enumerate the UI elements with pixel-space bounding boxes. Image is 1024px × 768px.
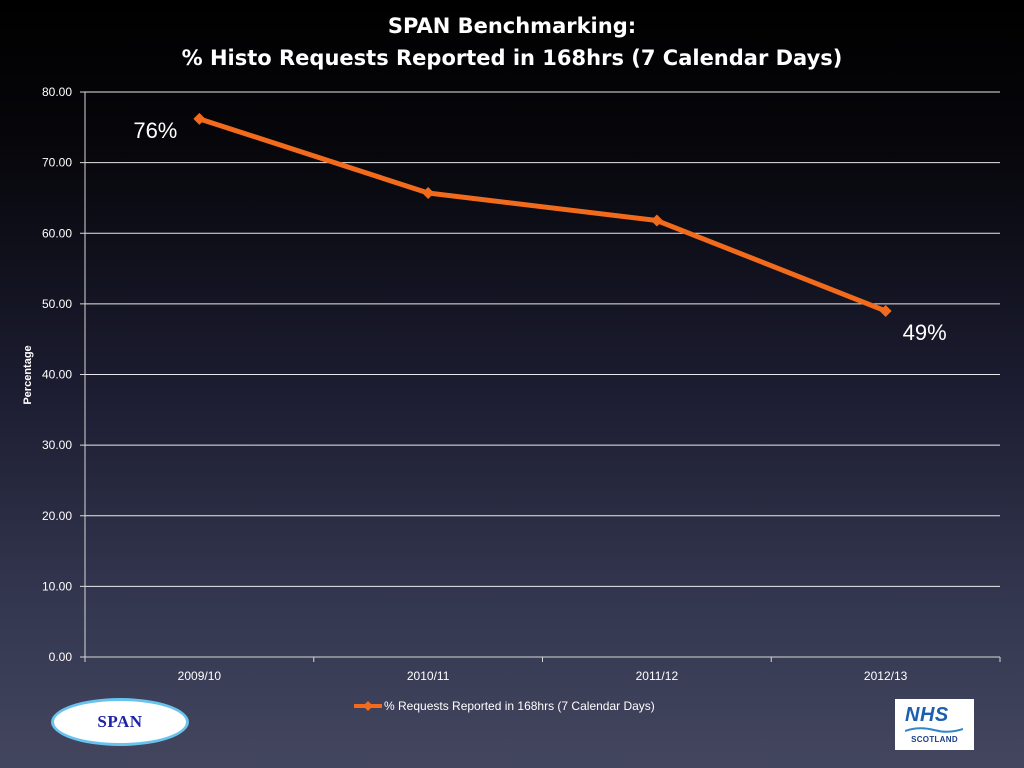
gridlines xyxy=(85,91,1000,587)
legend-marker xyxy=(363,701,373,711)
nhs-logo-subtext: SCOTLAND xyxy=(911,735,958,744)
data-label: 76% xyxy=(133,118,177,143)
chart-title-line-2: % Histo Requests Reported in 168hrs (7 C… xyxy=(181,46,843,70)
nhs-scotland-logo: NHS SCOTLAND xyxy=(895,699,974,750)
y-tick-label: 20.00 xyxy=(42,509,72,523)
span-logo: SPAN xyxy=(51,698,189,746)
y-axis-title: Percentage xyxy=(22,345,34,404)
data-point-marker xyxy=(422,186,435,199)
y-tick-label: 80.00 xyxy=(42,85,72,99)
y-tick-label: 50.00 xyxy=(42,297,72,311)
y-tick-label: 40.00 xyxy=(42,368,72,382)
data-point-marker xyxy=(879,304,892,317)
y-tick-label: 30.00 xyxy=(42,438,72,452)
y-tick-label: 70.00 xyxy=(42,156,72,170)
legend: % Requests Reported in 168hrs (7 Calenda… xyxy=(354,699,655,713)
axes: 0.00 10.00 20.00 30.00 40.00 50.00 60.00 70.00 8… xyxy=(22,85,1001,683)
x-tick-label: 2011/12 xyxy=(636,669,679,683)
x-tick-label: 2009/10 xyxy=(178,669,222,683)
series-line xyxy=(196,116,889,314)
data-series xyxy=(193,112,892,317)
nhs-wave-icon xyxy=(905,727,963,733)
data-point-marker xyxy=(193,112,206,125)
y-tick-label: 60.00 xyxy=(42,226,72,240)
data-point-marker xyxy=(650,214,663,227)
y-tick-label: 10.00 xyxy=(42,579,72,593)
span-logo-text: SPAN xyxy=(97,712,143,731)
data-label: 49% xyxy=(903,320,947,345)
legend-label: % Requests Reported in 168hrs (7 Calenda… xyxy=(384,699,655,713)
x-tick-label: 2012/13 xyxy=(864,669,908,683)
x-tick-label: 2010/11 xyxy=(407,669,450,683)
chart-title-line-1: SPAN Benchmarking: xyxy=(387,14,637,38)
y-tick-label: 0.00 xyxy=(49,650,73,664)
nhs-logo-text: NHS xyxy=(905,704,949,726)
annotations: 76% 49% xyxy=(133,118,946,345)
